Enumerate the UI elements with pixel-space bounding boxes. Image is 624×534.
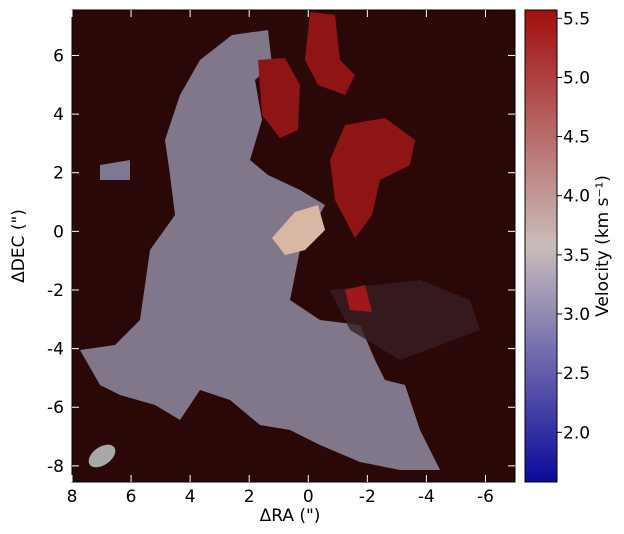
- emission-region: [345, 285, 372, 312]
- emission-region: [305, 12, 355, 95]
- x-tick-label: 6: [126, 487, 137, 507]
- colorbar-tick-label: 5.0: [563, 68, 590, 88]
- colorbar-tick-label: 3.0: [563, 305, 590, 325]
- x-axis-label: ΔRA ("): [260, 506, 321, 526]
- colorbar-label: Velocity (km s⁻¹): [593, 175, 613, 317]
- emission-region: [330, 118, 415, 238]
- y-tick-label: 6: [53, 46, 64, 66]
- colorbar-tick-label: 3.5: [563, 246, 590, 266]
- y-tick-label: -8: [47, 457, 64, 477]
- plot-frame: [71, 9, 516, 483]
- x-tick-label: -4: [418, 487, 435, 507]
- velocity-map: [80, 12, 480, 470]
- y-tick-label: 2: [53, 164, 64, 184]
- y-tick-label: 4: [53, 105, 64, 125]
- y-axis-label: ΔDEC ("): [9, 209, 29, 283]
- y-tick-label: 0: [53, 222, 64, 242]
- emission-region: [80, 30, 440, 470]
- colorbar-tick-label: 4.5: [563, 128, 590, 148]
- emission-region: [258, 58, 300, 138]
- x-tick-label: 0: [303, 487, 314, 507]
- colorbar-tick-label: 4.0: [563, 187, 590, 207]
- beam: [88, 444, 116, 468]
- x-tick-label: -2: [359, 487, 376, 507]
- colorbar-tick-label: 5.5: [563, 9, 590, 29]
- x-tick-label: 8: [67, 487, 78, 507]
- colorbar: [524, 9, 558, 483]
- emission-region: [272, 205, 325, 255]
- y-tick-label: -2: [47, 281, 64, 301]
- y-tick-label: -4: [47, 340, 64, 360]
- colorbar-tick-label: 2.5: [563, 364, 590, 384]
- y-tick-label: -6: [47, 398, 64, 418]
- colorbar-tick-label: 2.0: [563, 423, 590, 443]
- emission-region: [100, 160, 130, 180]
- x-tick-label: -6: [477, 487, 494, 507]
- x-tick-label: 2: [244, 487, 255, 507]
- x-tick-label: 4: [185, 487, 196, 507]
